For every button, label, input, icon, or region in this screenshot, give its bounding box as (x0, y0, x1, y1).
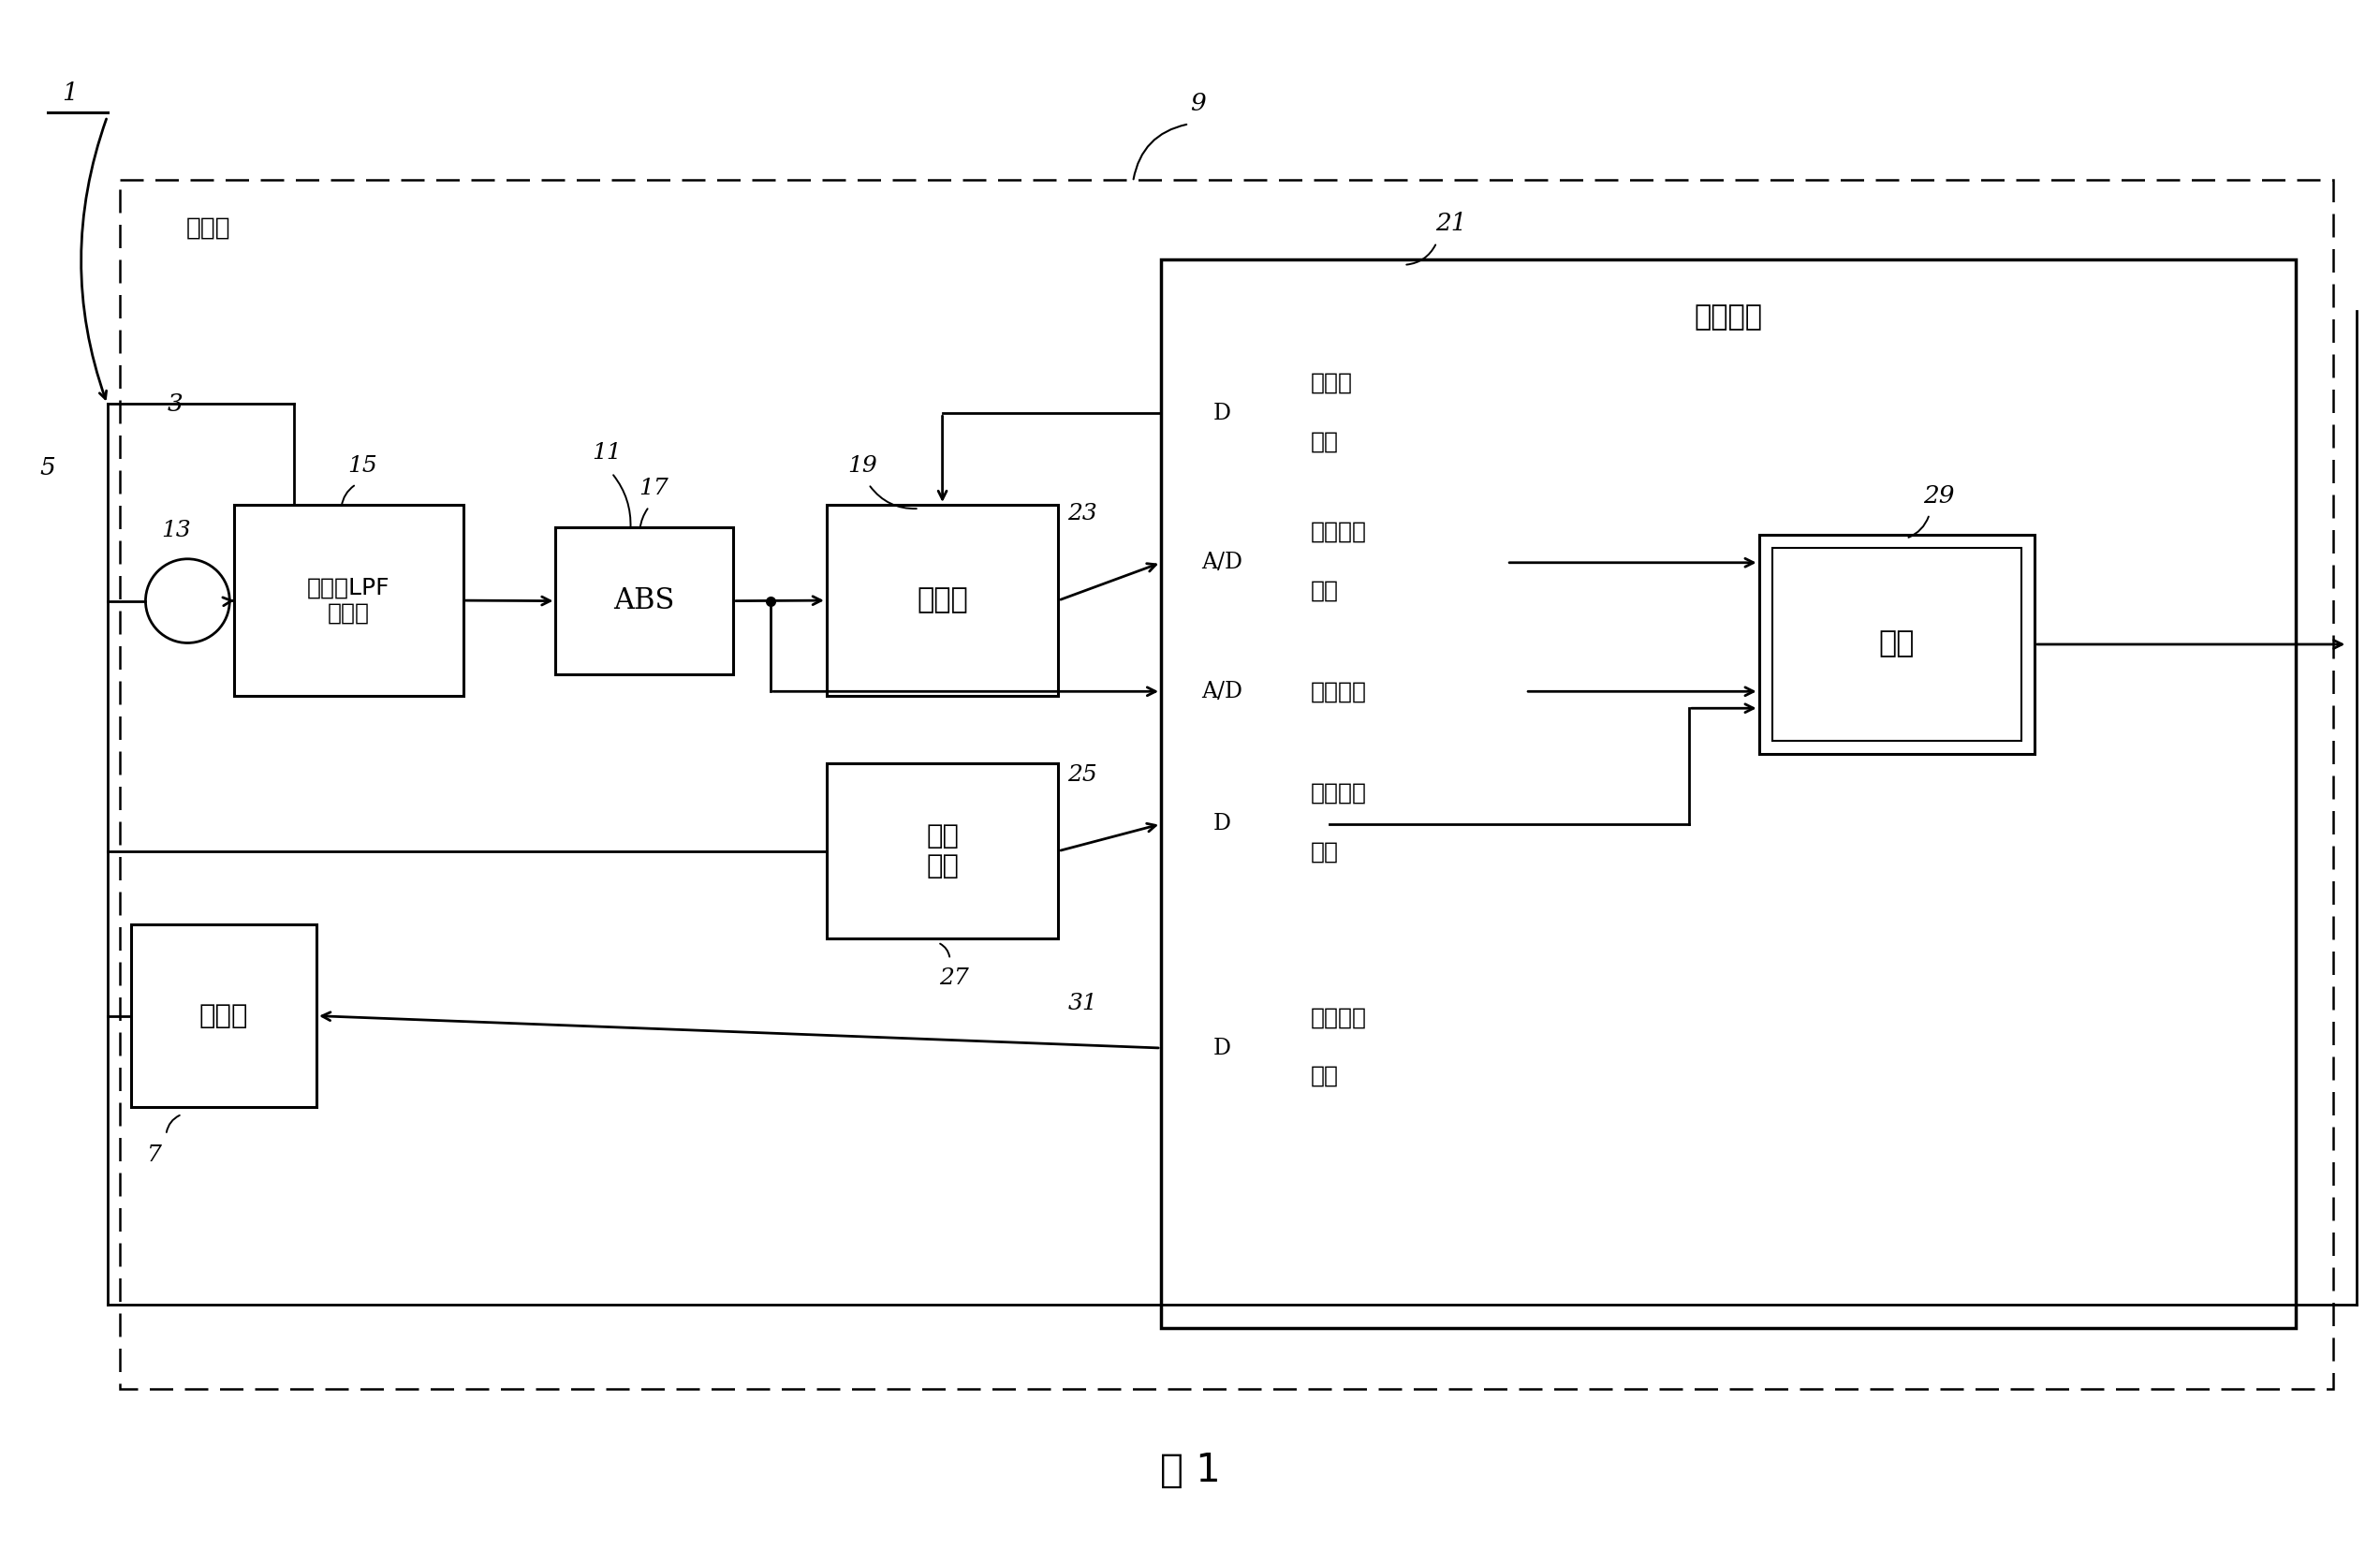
Text: 9: 9 (1190, 91, 1207, 115)
Text: 积分器: 积分器 (1311, 372, 1352, 394)
Text: 21: 21 (1435, 212, 1466, 236)
Text: 电路板: 电路板 (186, 217, 231, 240)
Text: 1: 1 (62, 82, 79, 105)
Text: 软件: 软件 (1878, 629, 1916, 659)
Bar (131, 925, 317, 1107)
Bar (233, 505, 464, 696)
Bar (826, 505, 1059, 696)
Text: 19: 19 (847, 454, 876, 476)
Text: 17: 17 (638, 477, 669, 499)
Text: 11: 11 (593, 442, 621, 463)
Text: 使断路器: 使断路器 (1311, 1006, 1366, 1029)
Text: 29: 29 (1923, 484, 1954, 507)
Text: 积分电流: 积分电流 (1311, 521, 1366, 542)
Text: 微处理器: 微处理器 (1695, 304, 1764, 330)
Text: 断路器: 断路器 (200, 1003, 248, 1029)
Text: ABS: ABS (614, 586, 676, 615)
Text: 信号: 信号 (1311, 580, 1338, 601)
Text: 跳闸: 跳闸 (1311, 1065, 1338, 1087)
Text: 增益与LPF
滤波器: 增益与LPF 滤波器 (307, 577, 390, 625)
Bar (1161, 259, 2297, 1328)
Text: D: D (1214, 1037, 1230, 1059)
Text: 15: 15 (347, 454, 378, 476)
Bar (555, 527, 733, 674)
Text: 13: 13 (162, 521, 190, 541)
Text: 图 1: 图 1 (1159, 1451, 1221, 1490)
Text: 积分器: 积分器 (916, 587, 969, 614)
Text: A/D: A/D (1202, 552, 1242, 574)
Bar (1773, 547, 2021, 741)
Text: 31: 31 (1069, 992, 1097, 1014)
Text: 3: 3 (167, 392, 183, 415)
Text: 5: 5 (40, 456, 55, 479)
Text: A/D: A/D (1202, 680, 1242, 702)
Bar (119, 180, 2332, 1389)
Text: 信号: 信号 (1311, 840, 1338, 863)
Text: D: D (1214, 814, 1230, 835)
Text: 25: 25 (1069, 764, 1097, 786)
Text: 复位: 复位 (1311, 429, 1338, 453)
Text: 电流信号: 电流信号 (1311, 680, 1366, 702)
Text: D: D (1214, 403, 1230, 425)
Text: 电压过零: 电压过零 (1311, 781, 1366, 804)
Text: 23: 23 (1069, 504, 1097, 525)
Text: 27: 27 (938, 967, 969, 989)
Bar (1759, 535, 2035, 753)
Text: 电压
过零: 电压 过零 (926, 823, 959, 879)
Text: 7: 7 (148, 1144, 162, 1166)
Bar (826, 763, 1059, 939)
